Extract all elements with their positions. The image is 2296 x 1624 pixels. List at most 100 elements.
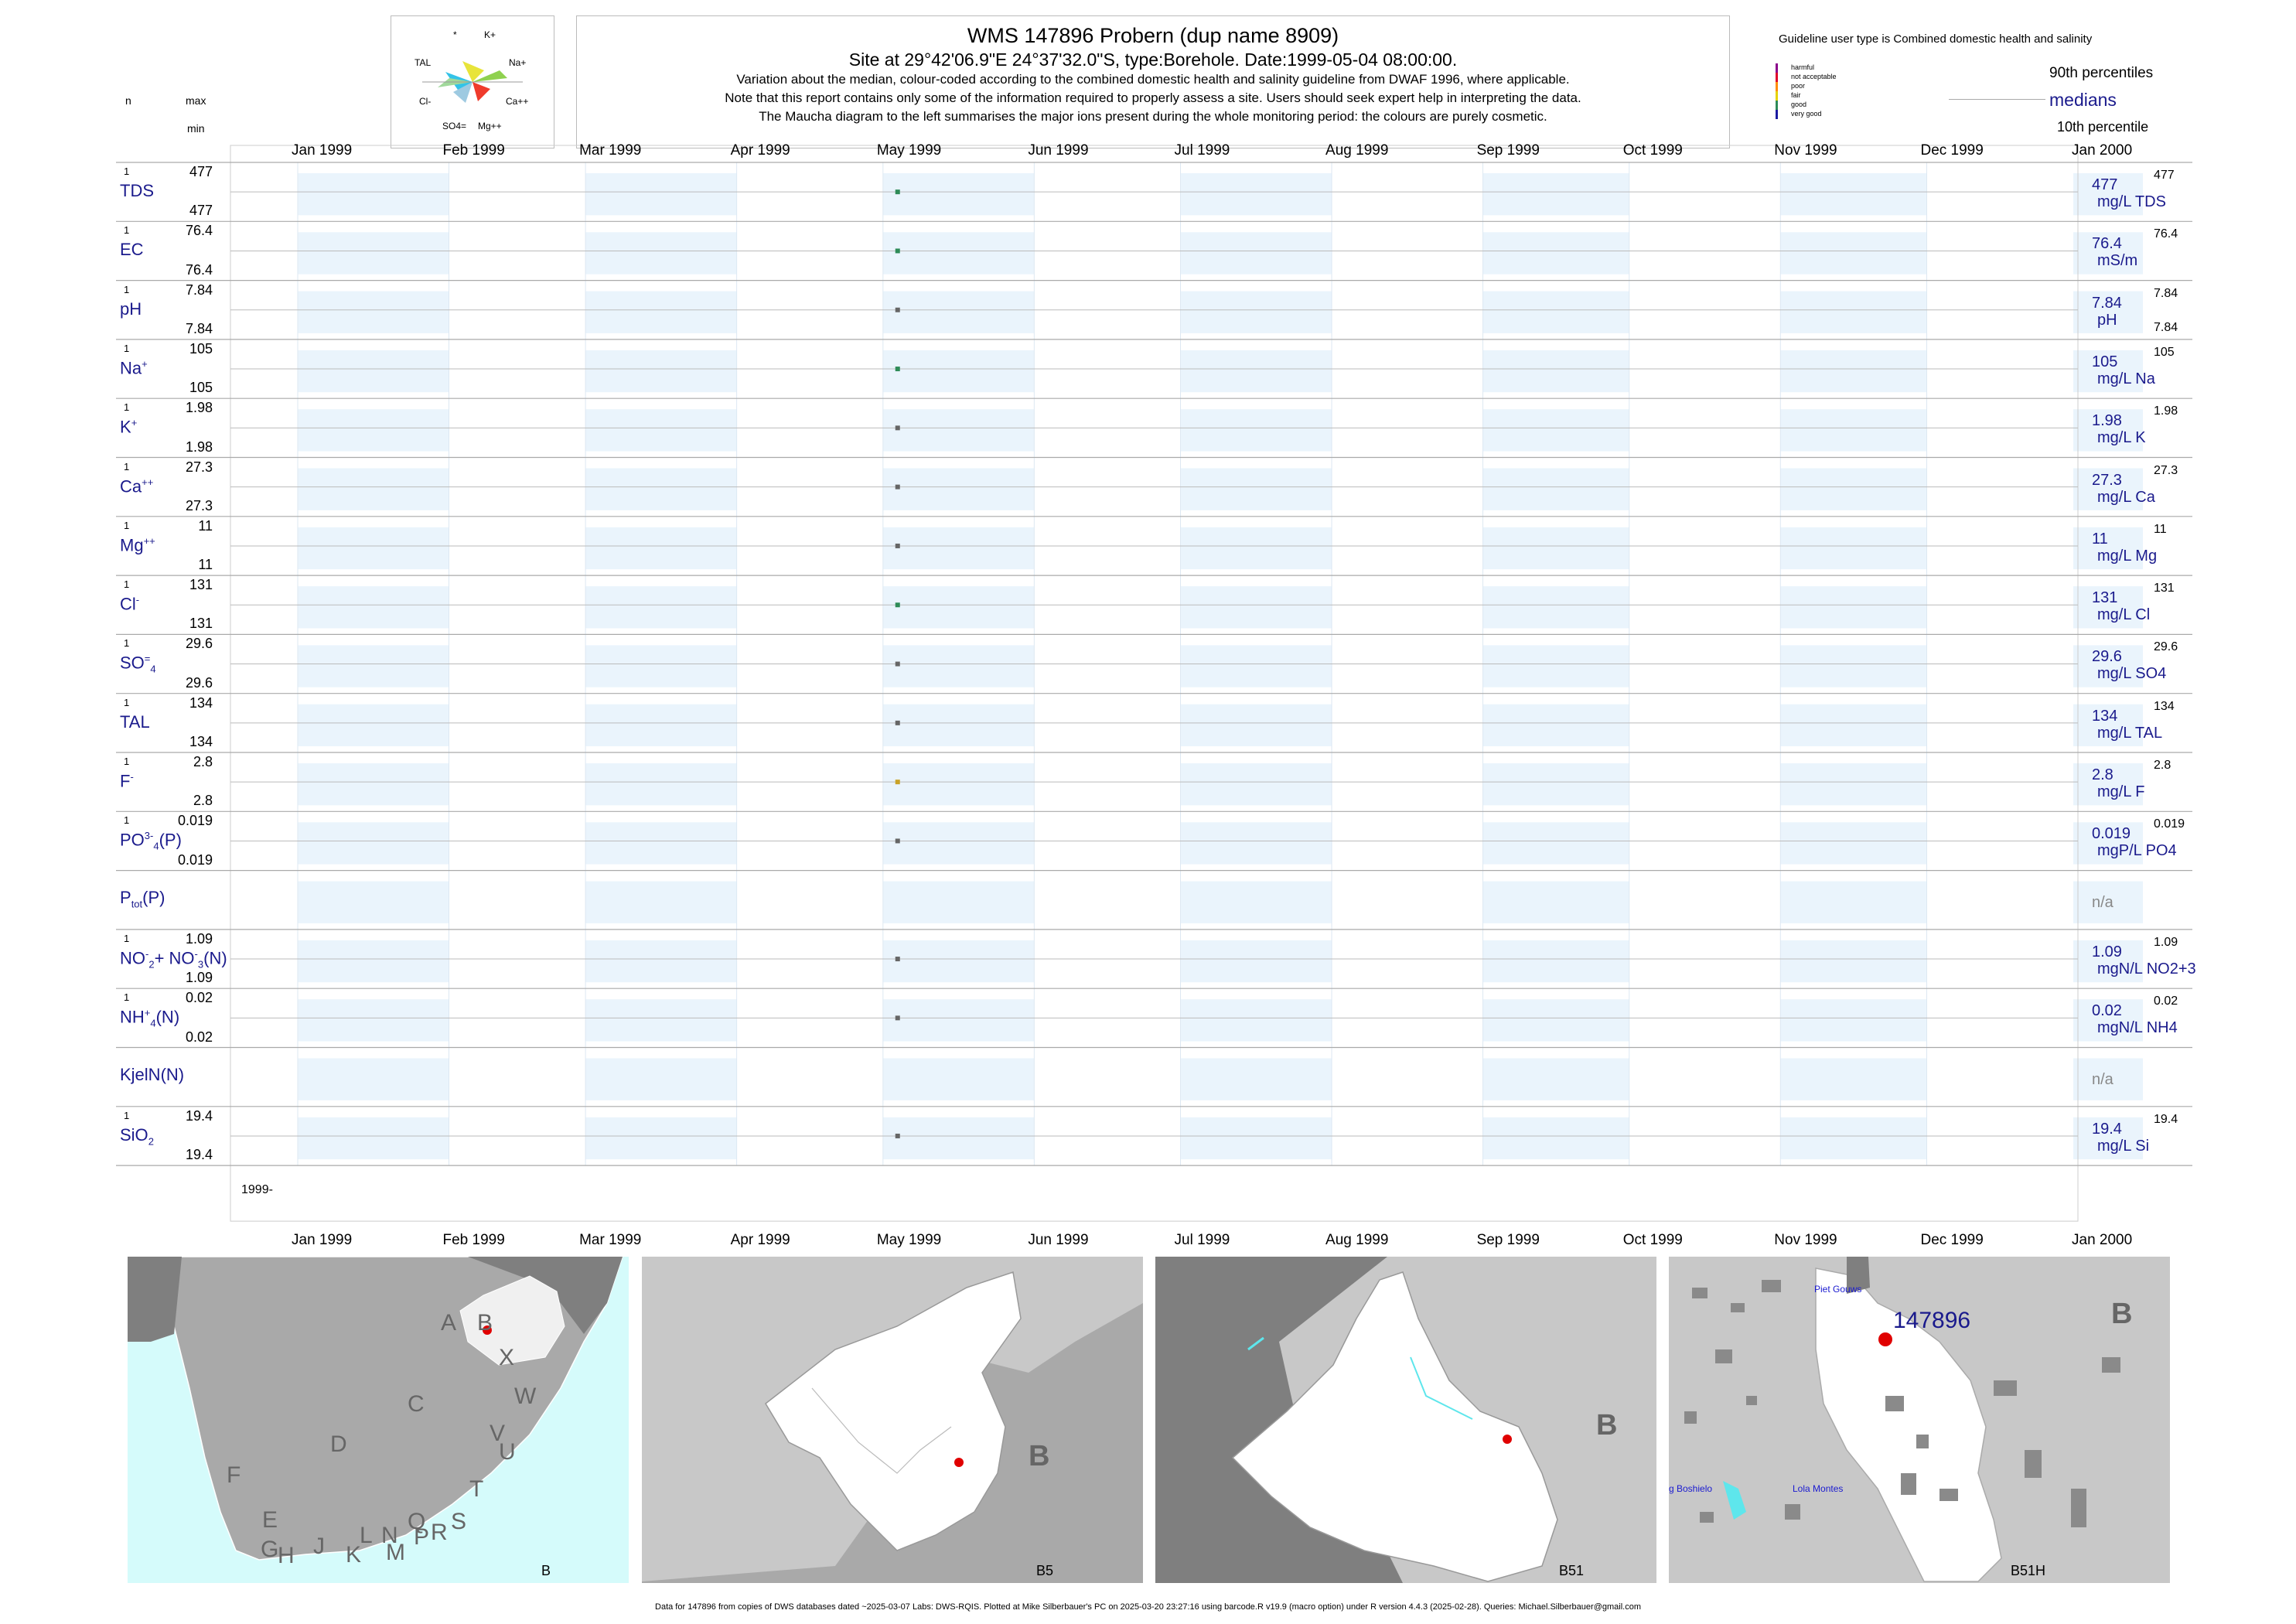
month-band <box>585 1058 737 1100</box>
max-header: max <box>186 94 206 107</box>
sample-count: 1 <box>124 224 130 237</box>
max-value: 29.6 <box>185 636 213 652</box>
median-value: 0.019 <box>2092 825 2131 843</box>
parameter-name: F- <box>120 771 134 791</box>
month-band <box>882 173 1035 216</box>
unit-label: mg/L TAL <box>2097 724 2163 742</box>
p90-value: 7.84 <box>2154 286 2178 300</box>
p90-value: 2.8 <box>2154 759 2171 772</box>
legend-swatch <box>1776 73 1778 82</box>
month-band <box>882 940 1035 983</box>
sample-marker-po <box>895 838 900 844</box>
month-band <box>1482 1117 1629 1160</box>
maucha-label: Mg++ <box>478 121 502 131</box>
month-label: Nov 1999 <box>1774 1232 1837 1249</box>
month-band <box>298 822 449 865</box>
not-available: n/a <box>2092 1070 2113 1088</box>
max-value: 11 <box>198 517 213 534</box>
month-band <box>585 940 737 983</box>
month-band <box>1780 468 1927 510</box>
month-band <box>2073 468 2143 510</box>
drainage-region-label: M <box>386 1540 405 1565</box>
month-band <box>1482 704 1629 746</box>
month-band <box>1780 704 1927 746</box>
month-band <box>2073 527 2143 570</box>
max-value: 131 <box>189 577 213 593</box>
month-band <box>298 350 449 393</box>
min-value: 7.84 <box>185 320 213 336</box>
legend-median-line <box>1949 99 2045 100</box>
legend-swatch <box>1776 101 1778 110</box>
max-value: 7.84 <box>185 281 213 298</box>
unit-label: mgP/L PO4 <box>2097 842 2177 860</box>
p90-value: 0.02 <box>2154 995 2178 1008</box>
month-band <box>1780 1058 1927 1100</box>
month-band <box>2073 586 2143 629</box>
month-band <box>1780 586 1927 629</box>
unit-label: mg/L Si <box>2097 1137 2150 1155</box>
sample-count: 1 <box>124 283 130 295</box>
month-band <box>1780 822 1927 865</box>
month-band <box>585 350 737 393</box>
month-band <box>2073 822 2143 865</box>
parameter-name: PO3-4(P) <box>120 830 182 853</box>
sample-count: 1 <box>124 578 130 591</box>
drainage-region-label: N <box>381 1523 398 1548</box>
sample-count: 1 <box>124 342 130 354</box>
month-band <box>1482 763 1629 806</box>
month-band <box>298 881 449 923</box>
month-band <box>882 291 1035 333</box>
max-value: 105 <box>189 340 213 357</box>
month-band <box>2073 645 2143 687</box>
median-value: 29.6 <box>2092 648 2122 666</box>
sample-count: 1 <box>124 1109 130 1121</box>
parameter-name: TDS <box>120 181 154 200</box>
month-band <box>298 527 449 570</box>
month-label: Feb 1999 <box>442 142 505 159</box>
not-available: n/a <box>2092 893 2113 911</box>
description-3: The Maucha diagram to the left summarise… <box>759 109 1547 124</box>
map-caption: B5 <box>1036 1563 1053 1578</box>
month-band <box>1780 940 1927 983</box>
month-band <box>1180 999 1332 1042</box>
month-band <box>1780 527 1927 570</box>
maucha-label: SO4= <box>442 121 466 131</box>
month-band <box>1482 822 1629 865</box>
month-band <box>1482 527 1629 570</box>
month-band <box>882 1058 1035 1100</box>
footer-text: Data for 147896 from copies of DWS datab… <box>655 1602 1641 1612</box>
parameter-name: SO=4 <box>120 653 156 676</box>
month-band <box>2073 232 2143 275</box>
p90-value: 11 <box>2154 522 2167 536</box>
parameter-name: NO-2+ NO-3(N) <box>120 947 227 971</box>
month-band <box>1180 1058 1332 1100</box>
sample-count: 1 <box>124 814 130 827</box>
site-marker <box>483 1325 492 1335</box>
month-label: Jan 2000 <box>2072 142 2133 159</box>
parameter-name: Ca++ <box>120 476 154 496</box>
median-value: 105 <box>2092 353 2118 370</box>
drainage-region-label: G <box>261 1537 278 1562</box>
p90-value: 1.98 <box>2154 404 2178 418</box>
median-value: 27.3 <box>2092 471 2122 489</box>
month-band <box>1780 881 1927 923</box>
sample-marker-k <box>895 425 900 431</box>
map-caption: B51 <box>1559 1563 1584 1578</box>
month-band <box>2073 291 2143 333</box>
median-value: 477 <box>2092 176 2118 193</box>
month-band <box>1780 232 1927 275</box>
map-caption: B51H <box>2011 1563 2045 1578</box>
legend-category-label: very good <box>1791 110 1822 118</box>
legend-swatch <box>1776 63 1778 73</box>
parameter-name: TAL <box>120 711 150 732</box>
month-label: Aug 1999 <box>1325 142 1389 159</box>
min-value: 11 <box>198 557 213 573</box>
sample-count: 1 <box>124 637 130 650</box>
min-value: 477 <box>189 203 213 219</box>
month-label: Jun 1999 <box>1028 142 1089 159</box>
month-band <box>882 232 1035 275</box>
sample-marker-ec <box>895 248 900 254</box>
month-band <box>882 527 1035 570</box>
unit-label: mg/L Cl <box>2097 606 2151 624</box>
month-band <box>1180 822 1332 865</box>
